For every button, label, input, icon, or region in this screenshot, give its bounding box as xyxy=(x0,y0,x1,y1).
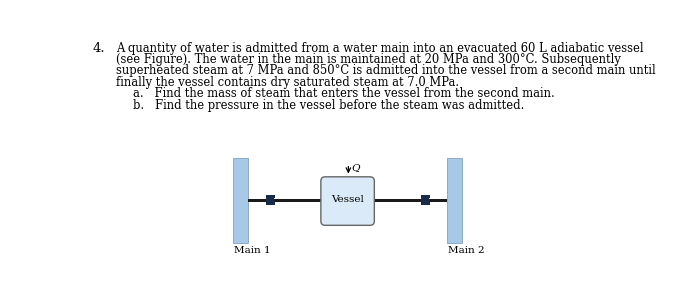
Text: Vessel: Vessel xyxy=(331,195,364,205)
Bar xyxy=(424,195,426,205)
Bar xyxy=(265,202,274,205)
Bar xyxy=(233,158,249,243)
Text: (see Figure). The water in the main is maintained at 20 MPa and 300°C. Subsequen: (see Figure). The water in the main is m… xyxy=(116,53,621,66)
Bar xyxy=(249,199,447,202)
Text: Main 2: Main 2 xyxy=(447,246,484,255)
Text: A quantity of water is admitted from a water main into an evacuated 60 L adiabat: A quantity of water is admitted from a w… xyxy=(116,42,644,55)
Bar xyxy=(265,195,274,198)
Bar xyxy=(421,202,430,205)
Bar xyxy=(270,195,271,205)
Text: superheated steam at 7 MPa and 850°C is admitted into the vessel from a second m: superheated steam at 7 MPa and 850°C is … xyxy=(116,65,656,78)
Text: a.   Find the mass of steam that enters the vessel from the second main.: a. Find the mass of steam that enters th… xyxy=(133,87,555,100)
FancyBboxPatch shape xyxy=(321,177,374,225)
Circle shape xyxy=(266,197,274,204)
Circle shape xyxy=(422,197,429,204)
Text: 4.: 4. xyxy=(92,42,105,55)
Text: Main 1: Main 1 xyxy=(234,246,271,255)
Bar xyxy=(421,195,430,198)
Text: b.   Find the pressure in the vessel before the steam was admitted.: b. Find the pressure in the vessel befor… xyxy=(133,99,524,112)
Text: finally the vessel contains dry saturated steam at 7.0 MPa.: finally the vessel contains dry saturate… xyxy=(116,76,459,89)
Text: Q: Q xyxy=(352,163,360,172)
Bar xyxy=(447,158,462,243)
